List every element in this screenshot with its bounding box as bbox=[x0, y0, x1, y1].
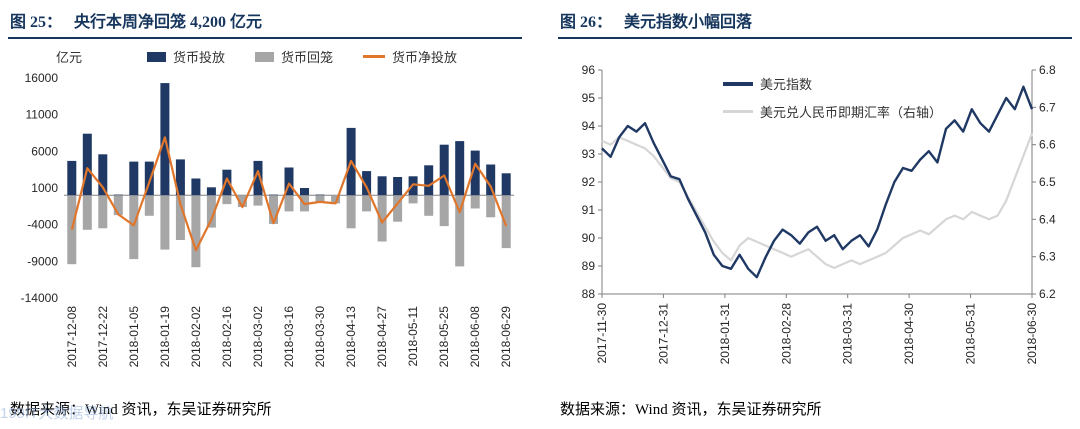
figure-26-panel: 图 26： 美元指数小幅回落 96 95 94 93 92 91 90 89 88 6.8 6.7 6… bbox=[540, 0, 1080, 429]
svg-text:2018-06-08: 2018-06-08 bbox=[468, 306, 482, 368]
figure-26-legend: 美元指数 美元兑人民币即期汇率（右轴） bbox=[723, 74, 942, 121]
svg-text:2018-06-29: 2018-06-29 bbox=[499, 306, 513, 368]
svg-text:6.6: 6.6 bbox=[1039, 138, 1056, 152]
money-ops-bar-chart: 16000 11000 6000 1000 -4000 -9000 -14000 2017-1… bbox=[21, 71, 514, 368]
svg-text:2018-03-16: 2018-03-16 bbox=[282, 306, 296, 368]
svg-text:94: 94 bbox=[582, 119, 596, 133]
svg-text:93: 93 bbox=[582, 147, 596, 161]
figure-25-number: 图 25： bbox=[10, 14, 63, 31]
figure-26-title-underline bbox=[558, 37, 1072, 39]
usd-index-label: 美元指数 bbox=[760, 77, 813, 92]
figure-25-title-underline bbox=[8, 37, 522, 39]
svg-text:6.4: 6.4 bbox=[1039, 212, 1056, 226]
money-injection-label: 货币投放 bbox=[172, 50, 225, 65]
money-ops-chart-area: 16000 11000 6000 1000 -4000 -9000 -14000 2017-1… bbox=[8, 68, 522, 398]
svg-text:95: 95 bbox=[582, 91, 596, 105]
legend-item-net-injection: 货币净投放 bbox=[363, 47, 457, 66]
figure-25-source: 数据来源：Wind 资讯，东吴证券研究所 bbox=[10, 402, 272, 418]
svg-text:92: 92 bbox=[582, 175, 596, 189]
svg-text:-4000: -4000 bbox=[27, 218, 58, 232]
figure-25-title: 央行本周净回笼 4,200 亿元 bbox=[74, 14, 263, 31]
svg-text:2018-02-16: 2018-02-16 bbox=[220, 306, 234, 368]
figure-26-header: 图 26： 美元指数小幅回落 bbox=[558, 6, 1072, 37]
svg-text:1000: 1000 bbox=[31, 181, 58, 195]
svg-text:11000: 11000 bbox=[26, 108, 59, 122]
money-withdrawal-label: 货币回笼 bbox=[281, 50, 334, 65]
svg-text:6.2: 6.2 bbox=[1039, 287, 1056, 301]
figure-25-panel: 图 25： 央行本周净回笼 4,200 亿元 亿元 货币投放 货币回笼 货币净投… bbox=[0, 6, 522, 422]
svg-text:91: 91 bbox=[582, 203, 596, 217]
usdcny-rate-swatch bbox=[723, 110, 753, 113]
usd-index-swatch bbox=[723, 81, 753, 86]
svg-text:2018-01-19: 2018-01-19 bbox=[158, 306, 172, 368]
svg-text:89: 89 bbox=[582, 259, 596, 273]
usdcny-rate-label: 美元兑人民币即期汇率（右轴） bbox=[760, 105, 943, 120]
svg-text:6.3: 6.3 bbox=[1039, 250, 1056, 264]
svg-text:2018-02-02: 2018-02-02 bbox=[189, 306, 203, 368]
figure-26-title: 美元指数小幅回落 bbox=[624, 14, 753, 31]
svg-text:6.7: 6.7 bbox=[1039, 100, 1056, 114]
svg-text:2018-03-31: 2018-03-31 bbox=[841, 303, 855, 365]
svg-text:2017-12-08: 2017-12-08 bbox=[65, 306, 79, 368]
svg-text:2018-06-30: 2018-06-30 bbox=[1025, 303, 1039, 365]
svg-text:6000: 6000 bbox=[31, 144, 58, 158]
svg-text:2018-02-28: 2018-02-28 bbox=[779, 303, 793, 365]
legend-item-usd-index: 美元指数 bbox=[723, 74, 942, 93]
usd-index-chart-area: 96 95 94 93 92 91 90 89 88 6.8 6.7 6.6 6.5 6.4 6.3 6.2 2… bbox=[558, 44, 1072, 384]
svg-text:2018-04-13: 2018-04-13 bbox=[344, 306, 358, 368]
svg-text:88: 88 bbox=[582, 287, 596, 301]
figure-25-legend: 货币投放 货币回笼 货币净投放 bbox=[82, 47, 522, 66]
svg-text:2017-12-31: 2017-12-31 bbox=[656, 303, 670, 365]
money-withdrawal-swatch bbox=[255, 51, 274, 62]
svg-text:16000: 16000 bbox=[25, 71, 59, 85]
money-injection-swatch bbox=[146, 51, 166, 62]
y-axis-unit-label: 亿元 bbox=[56, 50, 83, 65]
svg-text:2018-01-05: 2018-01-05 bbox=[127, 306, 141, 368]
svg-text:2017-12-22: 2017-12-22 bbox=[96, 306, 110, 368]
figure-26-number: 图 26： bbox=[560, 14, 613, 31]
svg-text:6.8: 6.8 bbox=[1039, 63, 1056, 77]
svg-text:2018-05-11: 2018-05-11 bbox=[406, 306, 420, 367]
svg-text:96: 96 bbox=[582, 63, 596, 77]
svg-text:2018-05-31: 2018-05-31 bbox=[964, 303, 978, 365]
svg-text:90: 90 bbox=[582, 231, 596, 245]
net-injection-swatch bbox=[363, 55, 386, 58]
svg-text:2018-03-30: 2018-03-30 bbox=[313, 306, 327, 368]
net-injection-label: 货币净投放 bbox=[392, 50, 458, 65]
svg-text:2018-03-02: 2018-03-02 bbox=[251, 306, 265, 368]
svg-text:2018-04-30: 2018-04-30 bbox=[902, 303, 916, 365]
svg-text:2018-01-31: 2018-01-31 bbox=[718, 303, 732, 365]
svg-text:-9000: -9000 bbox=[27, 254, 58, 268]
figure-25-header: 图 25： 央行本周净回笼 4,200 亿元 bbox=[8, 6, 522, 37]
legend-item-money-injection: 货币投放 bbox=[146, 47, 225, 66]
legend-item-money-withdrawal: 货币回笼 bbox=[255, 47, 333, 66]
svg-text:2017-11-30: 2017-11-30 bbox=[595, 303, 609, 364]
figure-25-legend-row: 亿元 货币投放 货币回笼 货币净投放 bbox=[8, 44, 522, 68]
svg-text:2018-04-27: 2018-04-27 bbox=[375, 306, 389, 368]
svg-text:2018-05-25: 2018-05-25 bbox=[437, 306, 451, 368]
legend-item-usdcny-rate: 美元兑人民币即期汇率（右轴） bbox=[723, 102, 942, 121]
usd-index-line-chart: 9695949392919089886.86.76.66.56.46.36.22… bbox=[582, 63, 1056, 365]
svg-text:-14000: -14000 bbox=[21, 291, 59, 305]
figure-26-source: 数据来源：Wind 资讯，东吴证券研究所 bbox=[560, 402, 822, 418]
svg-text:6.5: 6.5 bbox=[1039, 175, 1056, 189]
